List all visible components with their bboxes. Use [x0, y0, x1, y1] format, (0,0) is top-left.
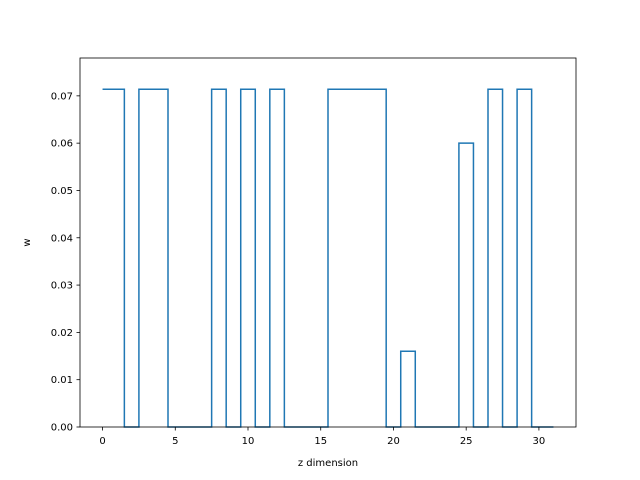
- y-axis-ticks: 0.00 0.01 0.02 0.03 0.04 0.05 0.06 0.07: [51, 91, 80, 434]
- x-tick-label: 30: [533, 436, 546, 447]
- y-tick-label: 0.04: [51, 233, 73, 244]
- y-axis-label: w: [22, 238, 33, 246]
- x-tick-label: 0: [99, 436, 105, 447]
- y-tick-label: 0.07: [51, 91, 73, 102]
- x-tick-label: 15: [314, 436, 327, 447]
- x-tick-label: 25: [460, 436, 473, 447]
- x-axis-ticks: 0 5 10 15 20 25 30: [99, 427, 545, 447]
- y-tick-label: 0.05: [51, 186, 73, 197]
- x-tick-label: 20: [387, 436, 400, 447]
- x-tick-label: 5: [172, 436, 178, 447]
- y-tick-label: 0.02: [51, 328, 73, 339]
- y-tick-label: 0.06: [51, 139, 73, 150]
- x-axis-label: z dimension: [298, 458, 358, 469]
- plot-frame: [79, 57, 577, 428]
- y-tick-label: 0.03: [51, 281, 73, 292]
- y-tick-label: 0.00: [51, 423, 73, 434]
- y-tick-label: 0.01: [51, 375, 73, 386]
- x-tick-label: 10: [242, 436, 255, 447]
